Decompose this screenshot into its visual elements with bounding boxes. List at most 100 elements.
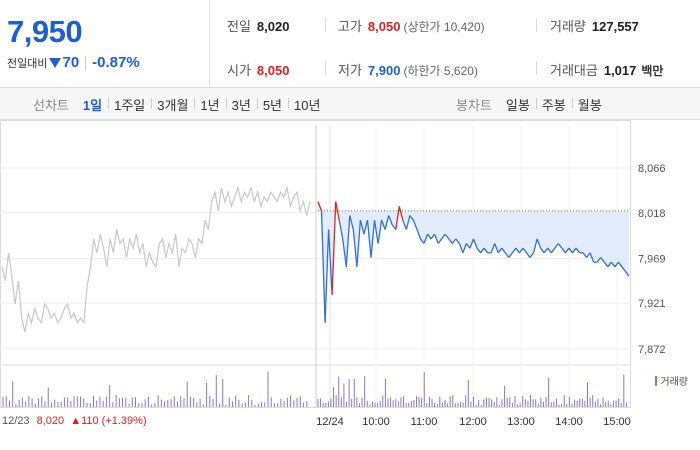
prev-day-price: 8,020 — [36, 415, 65, 427]
prev-close-cell: 전일 8,020 — [227, 16, 289, 35]
volume-legend-swatch — [655, 375, 658, 386]
tab-3y[interactable]: 3년 — [225, 95, 257, 114]
x-tick-label: 14:00 — [555, 416, 583, 428]
price-segment — [377, 220, 383, 244]
price-segment — [522, 247, 528, 254]
price-segment — [617, 261, 623, 268]
price-segment — [342, 238, 347, 267]
line-chart-label: 선차트 — [33, 97, 69, 113]
divider — [536, 61, 537, 75]
price-segment — [412, 219, 418, 230]
price-segment — [363, 220, 369, 235]
turnover-label: 거래대금 — [550, 63, 598, 78]
below-prev-close-area — [318, 201, 629, 323]
price-chart: 8,066 8,018 7,969 7,921 7,872 12/24 10:00 11:00… — [0, 120, 700, 450]
volume-label: 거래량 — [550, 19, 586, 34]
price-segment — [451, 238, 457, 244]
prev-day-line — [1, 185, 311, 333]
tab-1d[interactable]: 1일 — [82, 97, 103, 113]
prev-close-value: 8,020 — [256, 19, 290, 34]
price-segment — [494, 243, 499, 254]
change-amount: 70 — [62, 54, 80, 71]
price-segment — [490, 243, 496, 254]
divider — [325, 61, 326, 75]
tab-1w[interactable]: 1주일 — [108, 95, 151, 114]
price-segment — [536, 238, 542, 249]
lower-limit: (하한가 5,620) — [403, 64, 478, 78]
upper-limit: (상한가 10,420) — [403, 20, 485, 34]
divider — [85, 55, 87, 70]
tab-weekly[interactable]: 주봉 — [535, 95, 572, 114]
price-segment — [589, 252, 595, 263]
change-row: 전일대비 70 -0.87% — [7, 54, 140, 71]
tab-3m[interactable]: 3개월 — [151, 95, 194, 114]
tab-1y[interactable]: 1년 — [194, 95, 225, 114]
tab-5y[interactable]: 5년 — [256, 95, 288, 114]
open-value: 8,050 — [256, 63, 290, 78]
candle-chart-tabs: 봉차트 일봉 주봉 월봉 — [456, 88, 608, 120]
x-tick-label: 13:00 — [507, 416, 535, 428]
quote-panel: 7,950 전일대비 70 -0.87% 전일 8,020 시가 8,050 고… — [0, 0, 700, 88]
plot-frame — [0, 120, 631, 408]
y-tick-label: 8,066 — [638, 163, 666, 175]
price-segment — [349, 215, 354, 230]
y-tick-label: 7,872 — [638, 344, 666, 356]
volume-value: 127,557 — [591, 19, 639, 34]
price-segment — [402, 219, 408, 230]
turnover-value: 1,017 — [603, 63, 637, 78]
prev-close-label: 전일 — [227, 19, 251, 34]
tab-daily[interactable]: 일봉 — [505, 97, 530, 113]
price-segment — [614, 261, 619, 268]
y-tick-label: 7,921 — [638, 298, 666, 310]
high-value: 8,050 — [367, 19, 401, 34]
price-segment — [384, 215, 390, 230]
price-segment — [437, 238, 443, 244]
price-segment — [554, 243, 559, 249]
price-segment — [543, 247, 549, 254]
change-rate: -0.87% — [92, 54, 140, 71]
y-tick-label: 7,969 — [638, 253, 666, 265]
y-tick-label: 8,018 — [638, 208, 666, 220]
price-segment — [621, 266, 627, 272]
divider — [325, 18, 326, 32]
price-segment — [504, 252, 510, 258]
price-segment — [391, 224, 397, 230]
chart-period-tabs: 선차트 1일 1주일 3개월 1년 3년 5년 10년 봉차트 일봉 주봉 월봉 — [0, 88, 700, 120]
price-segment — [603, 261, 609, 268]
price-segment — [352, 229, 358, 267]
price-segment — [356, 220, 362, 267]
price-segment — [338, 220, 344, 240]
tab-10y[interactable]: 10년 — [288, 95, 326, 114]
price-segment — [388, 215, 393, 226]
price-segment — [416, 229, 422, 240]
price-segment — [444, 233, 450, 240]
tab-monthly[interactable]: 월봉 — [571, 95, 608, 114]
price-segment — [571, 247, 577, 254]
current-price: 7,950 — [7, 14, 83, 49]
volume-legend-label: 거래량 — [660, 377, 688, 388]
price-segment — [448, 238, 453, 244]
price-segment — [465, 243, 471, 249]
price-segment — [472, 238, 478, 249]
price-segment — [575, 247, 581, 254]
price-segment — [596, 257, 602, 263]
price-segment — [518, 247, 524, 254]
price-segment — [462, 243, 468, 254]
turnover-unit: 백만 — [641, 64, 664, 78]
price-segment — [529, 252, 535, 258]
open-label: 시가 — [227, 63, 251, 78]
price-segment — [480, 247, 485, 254]
price-segment — [320, 210, 326, 323]
price-segment — [476, 247, 482, 254]
x-tick-label: 10:00 — [362, 416, 390, 428]
price-segment — [483, 247, 489, 254]
price-segment — [327, 229, 333, 295]
price-segment — [557, 243, 563, 249]
price-segment — [508, 252, 513, 258]
price-segment — [373, 220, 379, 244]
volume-cell: 거래량 127,557 — [550, 16, 639, 35]
candle-chart-label: 봉차트 — [456, 97, 492, 113]
x-tick-label: 11:00 — [411, 416, 438, 428]
down-triangle-icon — [49, 57, 62, 68]
price-segment — [564, 247, 570, 254]
